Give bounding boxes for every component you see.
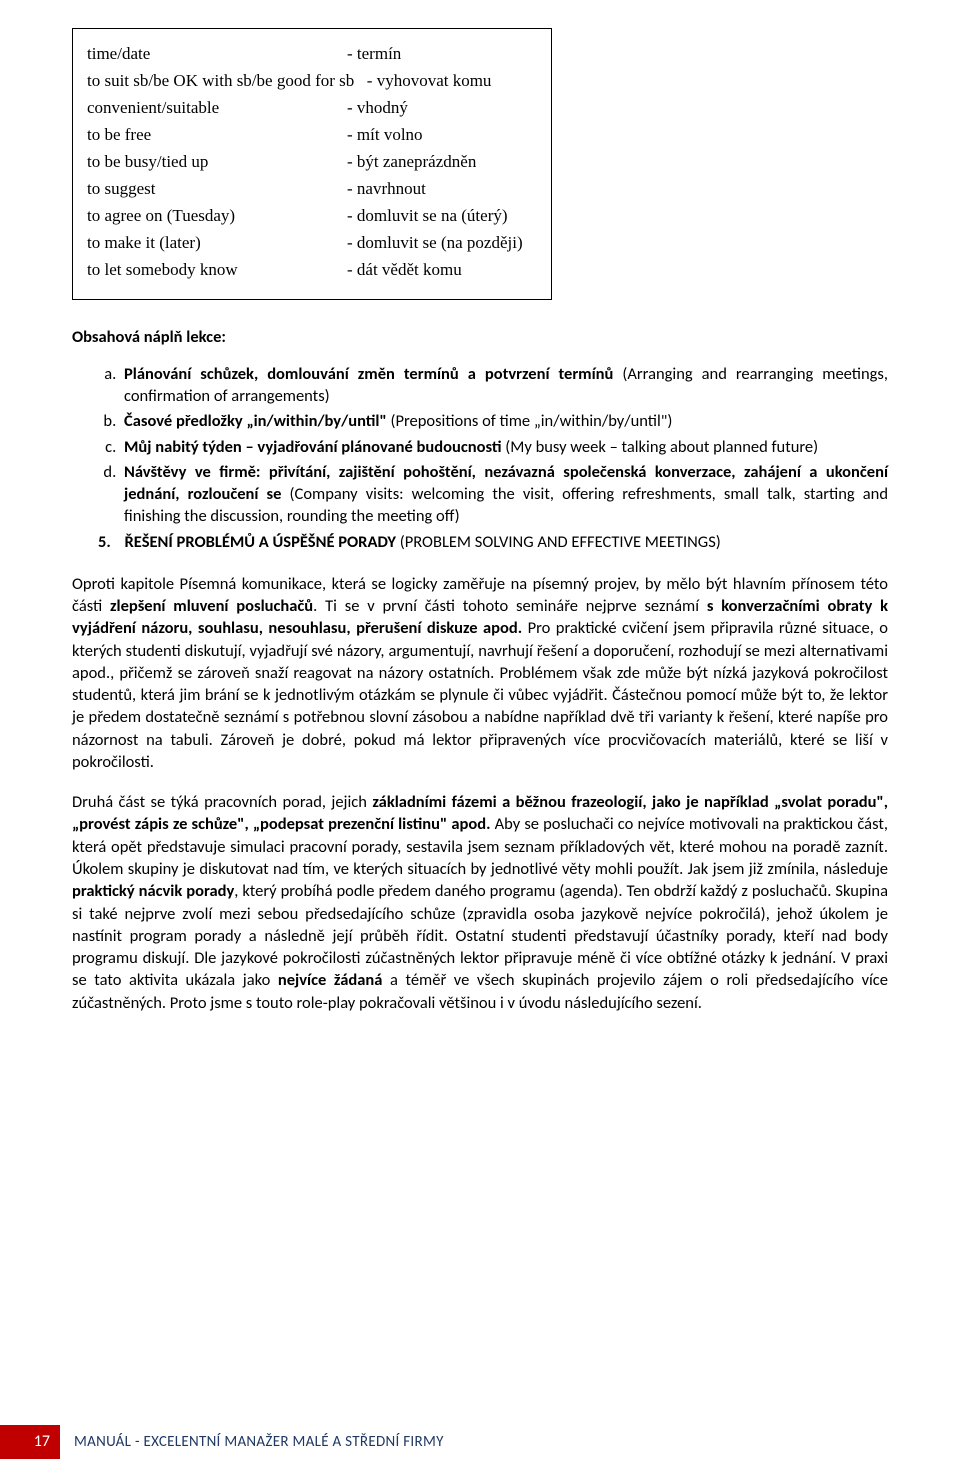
section-title: Obsahová náplň lekce:: [72, 326, 888, 348]
body-paragraph: Oproti kapitole Písemná komunikace, kter…: [72, 573, 888, 773]
vocab-en: to make it (later): [87, 232, 347, 255]
vocab-en: to be free: [87, 124, 347, 147]
vocab-en: to let somebody know: [87, 259, 347, 282]
para-text: Druhá část se týká pracovních porad, jej…: [72, 792, 372, 812]
list-item: Můj nabitý týden – vyjadřování plánované…: [120, 436, 888, 458]
document-page: time/date - termín to suit sb/be OK with…: [0, 0, 960, 1481]
vocab-cz: - mít volno: [347, 124, 537, 147]
list-item-bold: Plánování schůzek, domlouvání změn termí…: [124, 364, 613, 384]
page-number-box: 17: [0, 1425, 60, 1459]
vocab-en: to be busy/tied up: [87, 151, 347, 174]
vocab-en: to suit sb/be OK with sb/be good for sb: [87, 71, 354, 90]
list-item-text: (My busy week – talking about planned fu…: [502, 437, 819, 457]
para-text: Pro praktické cvičení jsem připravila rů…: [72, 618, 888, 772]
body-paragraph: Druhá část se týká pracovních porad, jej…: [72, 791, 888, 1014]
vocab-cz: - termín: [347, 43, 537, 66]
vocab-row: time/date - termín: [87, 43, 537, 66]
vocab-cz: - dát vědět komu: [347, 259, 537, 282]
vocab-en: to agree on (Tuesday): [87, 205, 347, 228]
list-item-bold: ŘEŠENÍ PROBLÉMŮ A ÚSPĚŠNÉ PORADY: [125, 532, 396, 552]
vocab-row: to suit sb/be OK with sb/be good for sb …: [87, 70, 537, 93]
vocab-en: to suggest: [87, 178, 347, 201]
list-item-five: ŘEŠENÍ PROBLÉMŮ A ÚSPĚŠNÉ PORADY (PROBLE…: [120, 531, 888, 553]
vocab-en: convenient/suitable: [87, 97, 347, 120]
vocab-cz: - vhodný: [347, 97, 537, 120]
page-footer: 17 MANUÁL - EXCELENTNÍ MANAŽER MALÉ A ST…: [0, 1425, 444, 1459]
para-bold: praktický nácvik porady: [72, 881, 234, 901]
footer-title: MANUÁL - EXCELENTNÍ MANAŽER MALÉ A STŘED…: [74, 1432, 444, 1452]
list-item-bold: Můj nabitý týden – vyjadřování plánované…: [124, 437, 502, 457]
list-item: Časové předložky „in/within/by/until" (P…: [120, 410, 888, 432]
vocab-row: to be busy/tied up - být zaneprázdněn: [87, 151, 537, 174]
vocab-row: convenient/suitable - vhodný: [87, 97, 537, 120]
vocabulary-box: time/date - termín to suit sb/be OK with…: [72, 28, 552, 300]
content-list: Plánování schůzek, domlouvání změn termí…: [72, 363, 888, 553]
list-item-text: (Prepositions of time „in/within/by/unti…: [387, 411, 673, 431]
list-item-text: (PROBLEM SOLVING AND EFFECTIVE MEETINGS): [396, 532, 721, 552]
vocab-row: to agree on (Tuesday) - domluvit se na (…: [87, 205, 537, 228]
page-number: 17: [34, 1431, 50, 1453]
vocab-cz: - navrhnout: [347, 178, 537, 201]
vocab-cz: - domluvit se (na později): [347, 232, 537, 255]
vocab-cz: - být zaneprázdněn: [347, 151, 537, 174]
vocab-cz: - domluvit se na (úterý): [347, 205, 537, 228]
vocab-row: to be free - mít volno: [87, 124, 537, 147]
list-item-bold: Časové předložky „in/within/by/until": [124, 411, 387, 431]
vocab-row: to suggest - navrhnout: [87, 178, 537, 201]
vocab-row: to make it (later) - domluvit se (na poz…: [87, 232, 537, 255]
para-text: . Ti se v první části tohoto semináře ne…: [313, 596, 707, 616]
list-item: Návštěvy ve firmě: přivítání, zajištění …: [120, 461, 888, 528]
vocab-row: to let somebody know - dát vědět komu: [87, 259, 537, 282]
para-bold: nejvíce žádaná: [278, 970, 383, 990]
vocab-en: time/date: [87, 43, 347, 66]
vocab-cz: - vyhovovat komu: [367, 71, 492, 90]
list-item: Plánování schůzek, domlouvání změn termí…: [120, 363, 888, 408]
para-bold: zlepšení mluvení posluchačů: [110, 596, 313, 616]
